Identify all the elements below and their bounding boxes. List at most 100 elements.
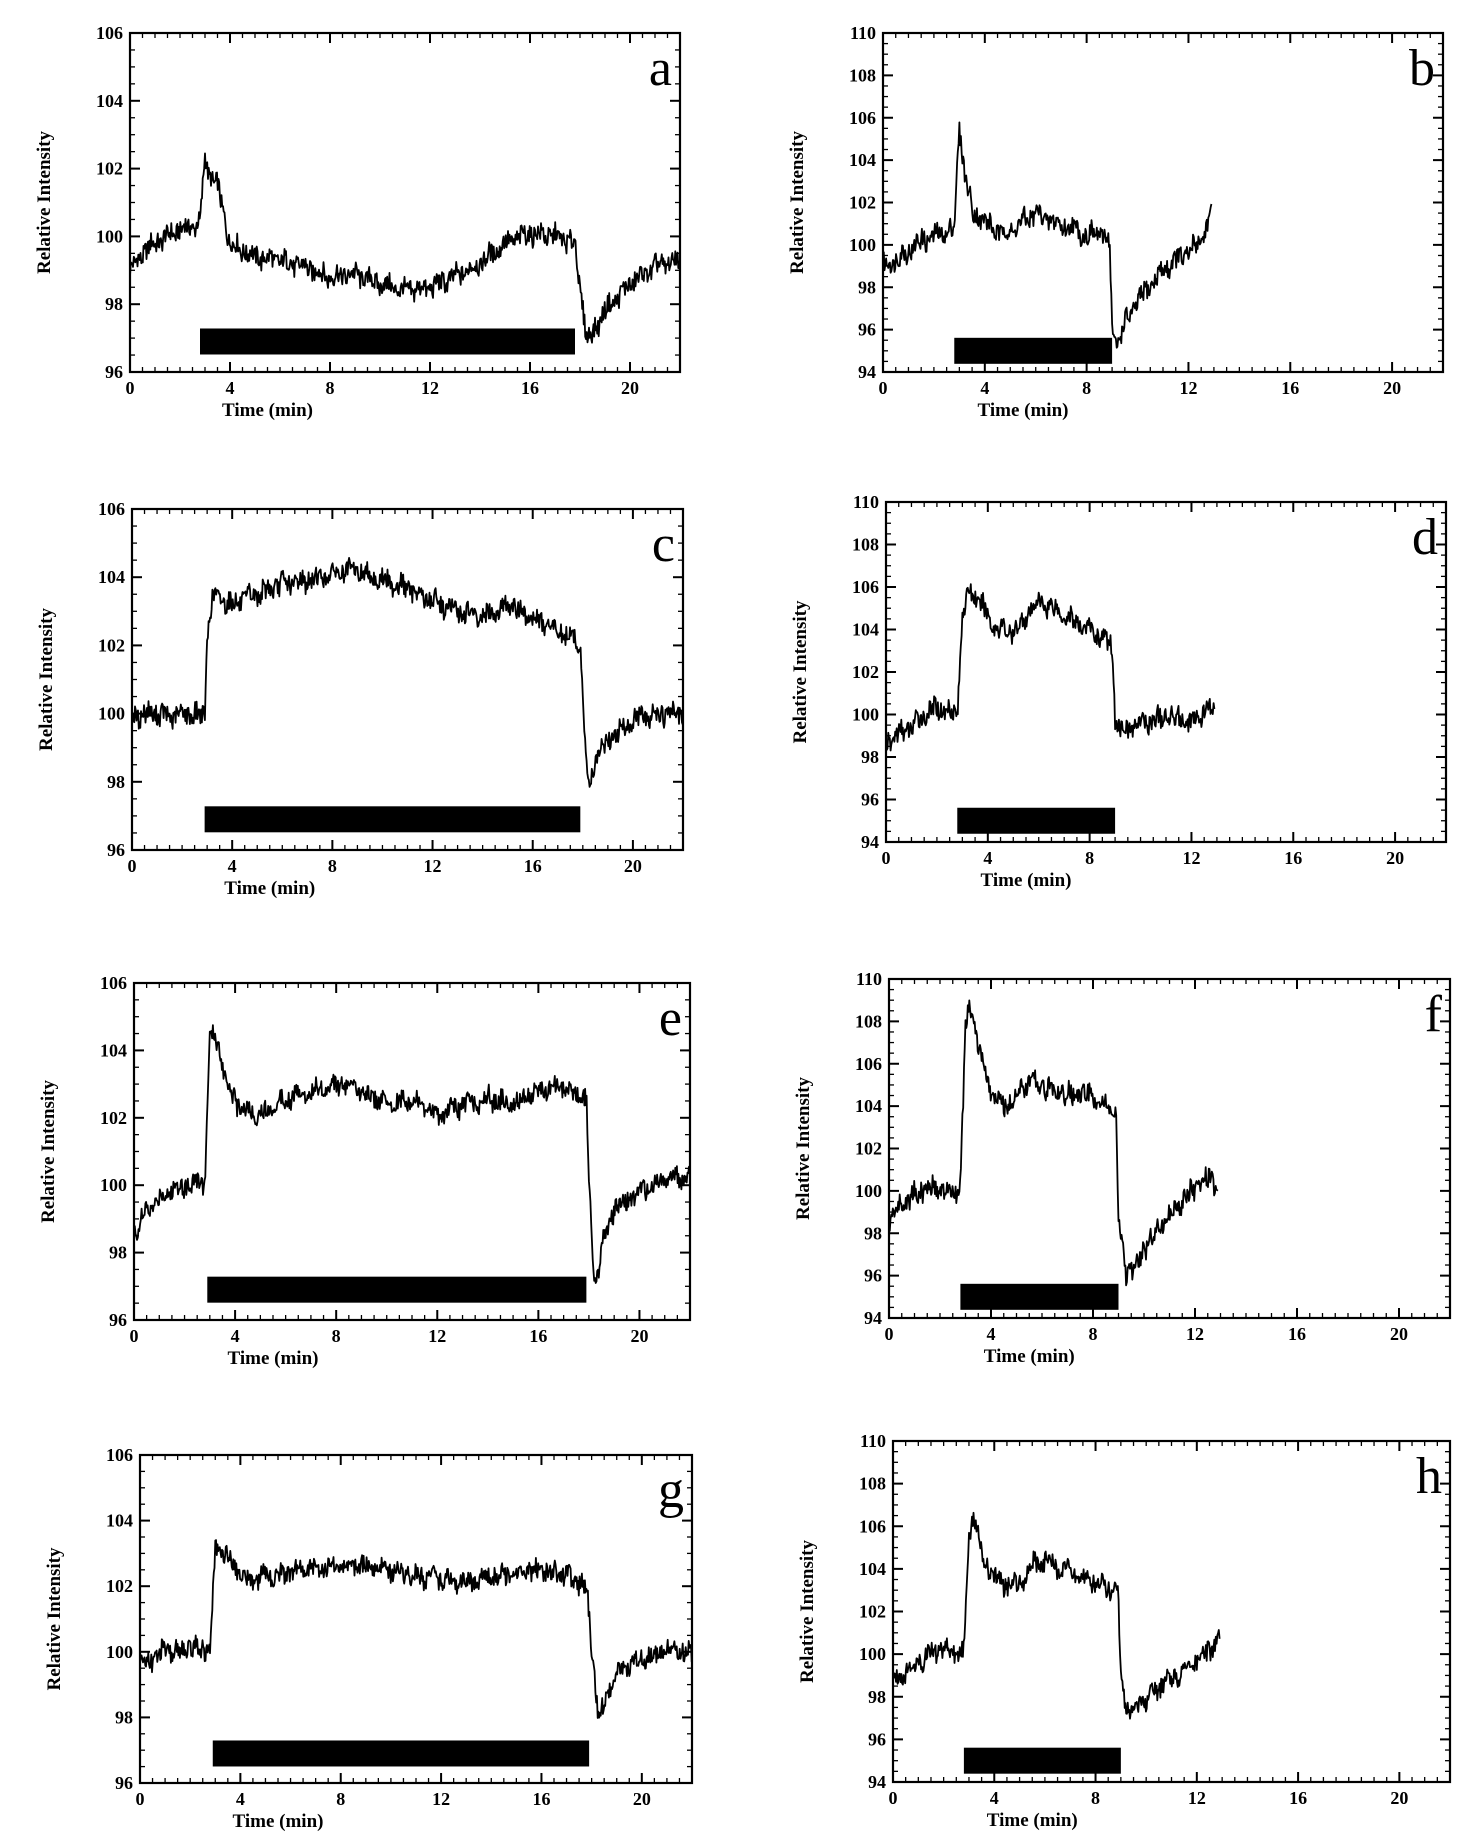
x-tick-label: 4 [228,856,237,876]
minor-ticks [892,1440,1451,1783]
y-axis-title-c: Relative Intensity [36,607,57,751]
y-tick-label: 102 [98,635,125,655]
panel-letter-h: h [1416,1448,1442,1505]
y-tick-label: 96 [105,362,123,382]
panel-letter-g: g [658,1462,684,1519]
panel-letter-a: a [649,40,672,97]
y-tick-label: 106 [855,1054,882,1074]
x-tick-label: 16 [1289,1788,1307,1808]
x-tick-label: 16 [521,378,539,398]
y-tick-label: 96 [107,840,125,860]
plot-frame [138,1453,694,1785]
y-tick-label: 96 [109,1310,127,1330]
y-tick-label: 104 [859,1559,886,1579]
x-tick-label: 4 [990,1788,999,1808]
minor-ticks [885,501,1447,843]
x-tick-label: 12 [1188,1788,1206,1808]
x-axis-title-c: Time (min) [224,878,315,899]
x-axis-title-a: Time (min) [222,400,313,421]
x-tick-label: 8 [336,1789,345,1809]
minor-ticks [139,1454,693,1784]
y-tick-label: 100 [852,705,879,725]
x-tick-label: 20 [1386,848,1404,868]
y-tick-label: 110 [860,1431,886,1451]
x-tick-label: 12 [1182,848,1200,868]
x-axis-title-d: Time (min) [981,870,1072,891]
x-tick-label: 0 [128,856,137,876]
x-tick-label: 4 [987,1324,996,1344]
panel-letter-c: c [652,516,675,573]
x-tick-label: 16 [529,1326,547,1346]
panel-a: a Time (min) Relative Intensity 0 4 8 12 16 2… [34,23,682,421]
panel-letter-f: f [1425,986,1443,1043]
panel-letter-b: b [1409,40,1435,97]
intensity-trace [888,999,1219,1287]
panel-letter-e: e [659,990,682,1047]
plot-frame [887,977,1452,1320]
stimulus-bar [960,1283,1119,1310]
x-tick-label: 12 [421,378,439,398]
x-tick-label: 12 [428,1326,446,1346]
y-tick-label: 100 [855,1181,882,1201]
x-tick-label: 16 [524,856,542,876]
y-tick-label: 96 [858,320,876,340]
y-tick-label: 106 [852,577,879,597]
x-tick-label: 16 [1284,848,1302,868]
x-tick-label: 4 [226,378,235,398]
y-tick-label: 110 [856,969,882,989]
x-axis-title-b: Time (min) [978,400,1069,421]
y-axis-title-g: Relative Intensity [44,1547,65,1691]
y-tick-label: 104 [96,91,123,111]
y-axis-title-d: Relative Intensity [790,600,811,744]
y-tick-label: 102 [106,1576,133,1596]
x-tick-label: 12 [424,856,442,876]
y-tick-label: 98 [858,277,876,297]
y-tick-label: 96 [115,1773,133,1793]
y-tick-label: 94 [864,1308,882,1328]
x-tick-label: 16 [1288,1324,1306,1344]
x-tick-label: 20 [630,1326,648,1346]
x-tick-label: 20 [1383,378,1401,398]
y-tick-label: 106 [96,23,123,43]
plot-frame [891,1439,1452,1784]
x-axis-title-f: Time (min) [984,1346,1075,1367]
x-tick-label: 20 [1390,1324,1408,1344]
y-tick-label: 94 [858,362,876,382]
x-tick-label: 12 [1179,378,1197,398]
x-tick-label: 8 [1091,1788,1100,1808]
y-tick-label: 98 [105,294,123,314]
intensity-trace [882,121,1213,349]
y-tick-label: 100 [96,226,123,246]
stimulus-bar [200,328,575,355]
x-tick-label: 16 [1281,378,1299,398]
stimulus-bar [957,807,1116,834]
stimulus-bar [212,1740,590,1767]
y-tick-label: 96 [861,790,879,810]
x-tick-label: 0 [879,378,888,398]
x-tick-label: 8 [1085,848,1094,868]
x-tick-label: 0 [130,1326,139,1346]
x-axis-title-h: Time (min) [987,1810,1078,1831]
stimulus-bar [204,806,581,833]
y-tick-label: 100 [849,235,876,255]
y-tick-label: 102 [100,1108,127,1128]
x-tick-label: 8 [326,378,335,398]
y-axis-title-e: Relative Intensity [38,1079,59,1223]
minor-ticks [882,32,1444,373]
y-tick-label: 98 [864,1223,882,1243]
panel-g: g Time (min) Relative Intensity 0 4 8 12 16 2… [44,1445,694,1832]
x-tick-label: 8 [332,1326,341,1346]
y-tick-label: 100 [98,704,125,724]
x-axis-title-e: Time (min) [228,1348,319,1369]
x-tick-label: 0 [885,1324,894,1344]
y-tick-label: 106 [859,1516,886,1536]
y-tick-label: 106 [106,1445,133,1465]
y-axis-title-h: Relative Intensity [797,1539,818,1683]
minor-ticks [131,508,684,851]
y-axis-title-f: Relative Intensity [793,1076,814,1220]
y-tick-label: 96 [864,1266,882,1286]
y-tick-label: 98 [109,1243,127,1263]
intensity-trace [139,1539,693,1719]
y-tick-label: 104 [852,620,879,640]
